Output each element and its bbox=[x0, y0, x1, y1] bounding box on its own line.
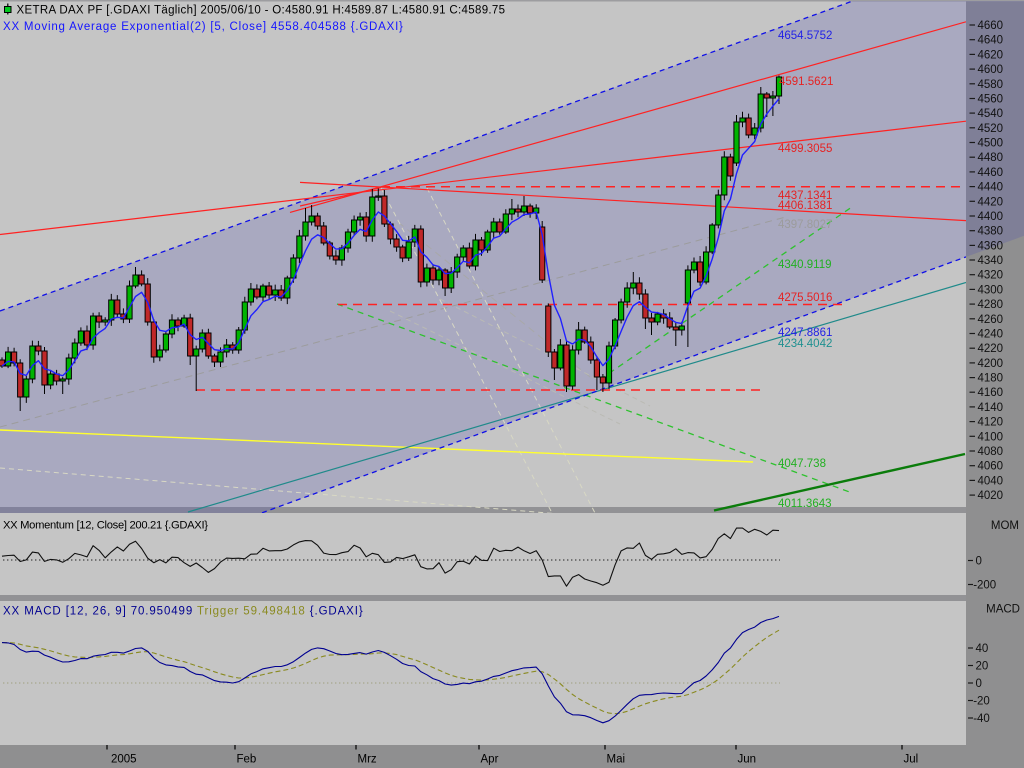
svg-text:-200: -200 bbox=[973, 580, 996, 592]
svg-text:4499.3055: 4499.3055 bbox=[778, 143, 832, 155]
svg-text:4406.1381: 4406.1381 bbox=[778, 200, 832, 212]
svg-text:-20: -20 bbox=[973, 696, 990, 708]
svg-text:MOM: MOM bbox=[991, 520, 1019, 532]
svg-text:4620: 4620 bbox=[978, 49, 1004, 61]
svg-text:4380: 4380 bbox=[978, 226, 1004, 238]
svg-text:MACD: MACD bbox=[986, 604, 1020, 616]
svg-text:4200: 4200 bbox=[978, 358, 1004, 370]
svg-text:4047.738: 4047.738 bbox=[778, 458, 826, 470]
svg-text:4260: 4260 bbox=[978, 314, 1004, 326]
svg-text:4640: 4640 bbox=[978, 35, 1004, 47]
svg-text:4247.8861: 4247.8861 bbox=[778, 327, 832, 339]
svg-text:4040: 4040 bbox=[978, 475, 1004, 487]
svg-text:4275.5016: 4275.5016 bbox=[778, 292, 832, 304]
svg-text:4440: 4440 bbox=[978, 182, 1004, 194]
svg-text:4100: 4100 bbox=[978, 431, 1004, 443]
svg-text:Apr: Apr bbox=[481, 754, 499, 766]
svg-text:4060: 4060 bbox=[978, 461, 1004, 473]
svg-text:4560: 4560 bbox=[978, 94, 1004, 106]
svg-text:0: 0 bbox=[976, 678, 982, 690]
svg-text:4480: 4480 bbox=[978, 152, 1004, 164]
svg-text:4340.9119: 4340.9119 bbox=[778, 259, 832, 271]
svg-text:4240: 4240 bbox=[978, 329, 1004, 341]
svg-text:4437.1341: 4437.1341 bbox=[778, 190, 832, 202]
svg-text:Mrz: Mrz bbox=[358, 754, 377, 766]
svg-text:2005: 2005 bbox=[111, 754, 137, 766]
svg-text:4180: 4180 bbox=[978, 373, 1004, 385]
svg-text:4520: 4520 bbox=[978, 123, 1004, 135]
svg-text:XX Momentum [12, Close] 200.21: XX Momentum [12, Close] 200.21 {.GDAXI} bbox=[3, 520, 208, 532]
svg-text:0: 0 bbox=[976, 556, 982, 568]
svg-text:4660: 4660 bbox=[978, 20, 1004, 32]
svg-text:4600: 4600 bbox=[978, 64, 1004, 76]
svg-text:40: 40 bbox=[976, 643, 989, 655]
svg-text:4020: 4020 bbox=[978, 490, 1004, 502]
svg-text:Jun: Jun bbox=[738, 754, 757, 766]
svg-text:Mai: Mai bbox=[607, 754, 626, 766]
svg-text:4420: 4420 bbox=[978, 196, 1004, 208]
svg-text:4340: 4340 bbox=[978, 255, 1004, 267]
svg-text:4591.5621: 4591.5621 bbox=[779, 76, 833, 88]
svg-text:20: 20 bbox=[976, 661, 989, 673]
svg-text:XX MACD [12, 26, 9] 70.950499: XX MACD [12, 26, 9] 70.950499 Trigger 59… bbox=[3, 606, 364, 618]
svg-text:4360: 4360 bbox=[978, 240, 1004, 252]
svg-text:XETRA DAX PF [.GDAXI Täglich]: XETRA DAX PF [.GDAXI Täglich] 2005/06/10… bbox=[17, 5, 506, 17]
svg-text:4280: 4280 bbox=[978, 299, 1004, 311]
svg-text:4160: 4160 bbox=[978, 387, 1004, 399]
svg-text:Feb: Feb bbox=[237, 754, 257, 766]
svg-text:4220: 4220 bbox=[978, 343, 1004, 355]
svg-text:4011.3643: 4011.3643 bbox=[778, 498, 832, 510]
svg-text:4500: 4500 bbox=[978, 138, 1004, 150]
svg-text:4234.4042: 4234.4042 bbox=[778, 338, 832, 350]
svg-text:4300: 4300 bbox=[978, 284, 1004, 296]
svg-text:Jul: Jul bbox=[904, 754, 919, 766]
svg-text:4120: 4120 bbox=[978, 417, 1004, 429]
svg-text:-40: -40 bbox=[973, 713, 990, 725]
svg-text:4140: 4140 bbox=[978, 402, 1004, 414]
svg-text:4080: 4080 bbox=[978, 446, 1004, 458]
svg-text:4540: 4540 bbox=[978, 108, 1004, 120]
svg-text:4397.8027: 4397.8027 bbox=[778, 219, 832, 231]
svg-text:4654.5752: 4654.5752 bbox=[778, 30, 832, 42]
svg-text:4400: 4400 bbox=[978, 211, 1004, 223]
svg-text:4320: 4320 bbox=[978, 270, 1004, 282]
svg-text:4460: 4460 bbox=[978, 167, 1004, 179]
svg-text:4580: 4580 bbox=[978, 79, 1004, 91]
svg-text:XX Moving Average Exponential(: XX Moving Average Exponential(2) [5, Clo… bbox=[3, 21, 404, 33]
